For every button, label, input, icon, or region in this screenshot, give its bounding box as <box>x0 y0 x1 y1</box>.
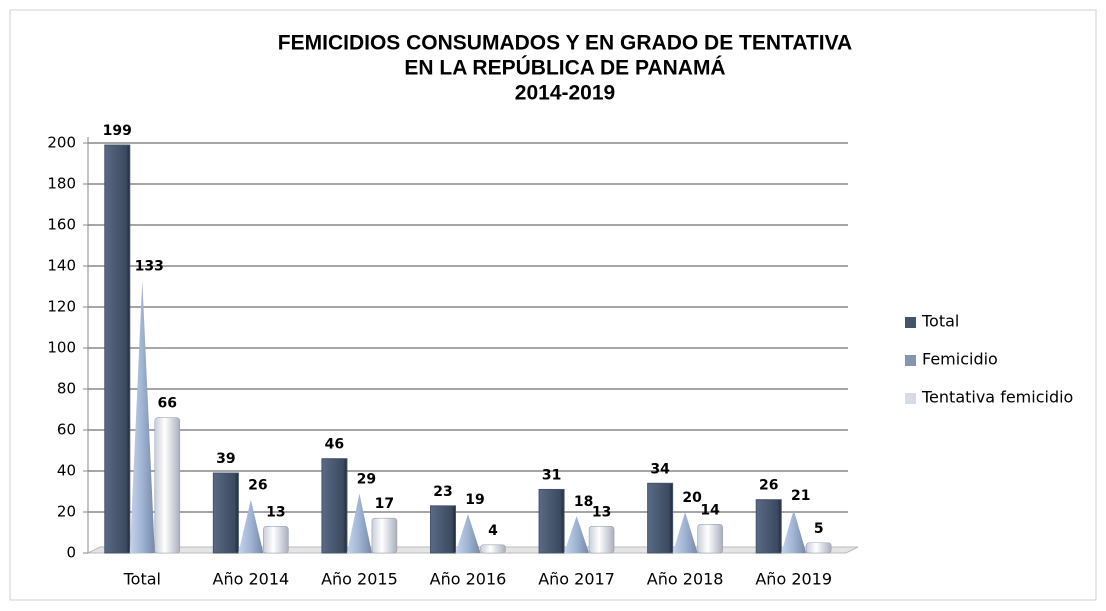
chart-title: 2014-2019 <box>515 82 615 105</box>
cone <box>672 512 698 553</box>
data-label: 26 <box>248 478 267 494</box>
data-label: 133 <box>135 258 164 274</box>
y-tick-label: 120 <box>47 298 76 316</box>
y-tick-label: 200 <box>47 134 76 152</box>
chart-title: EN LA REPÚBLICA DE PANAMÁ <box>404 56 725 80</box>
y-tick-label: 180 <box>47 175 76 193</box>
cylinder <box>154 417 181 554</box>
cone <box>129 280 155 553</box>
x-tick-label: Año 2017 <box>538 570 615 589</box>
legend-swatch <box>905 317 916 328</box>
cone <box>781 509 807 553</box>
cone <box>346 493 372 553</box>
y-tick-label: 0 <box>66 544 76 562</box>
cylinder <box>480 544 506 554</box>
data-label: 31 <box>542 467 561 483</box>
x-tick-label: Año 2015 <box>321 570 398 589</box>
data-label: 13 <box>266 504 285 520</box>
cylinder <box>263 526 289 554</box>
cone <box>455 514 481 553</box>
cone <box>564 516 590 553</box>
data-label: 19 <box>465 492 484 508</box>
data-label: 46 <box>325 437 344 453</box>
chart-title: FEMICIDIOS CONSUMADOS Y EN GRADO DE TENT… <box>278 32 852 55</box>
cone <box>238 499 264 553</box>
x-tick-label: Año 2018 <box>647 570 724 589</box>
data-label: 29 <box>357 472 376 488</box>
y-tick-label: 20 <box>57 503 76 521</box>
x-tick-label: Año 2016 <box>430 570 507 589</box>
data-label: 17 <box>375 496 394 512</box>
bar <box>430 505 456 554</box>
bar <box>212 472 239 554</box>
y-tick-label: 60 <box>57 421 76 439</box>
data-label: 4 <box>488 523 498 539</box>
data-label: 39 <box>216 451 235 467</box>
bar <box>647 482 674 554</box>
bar <box>321 458 348 554</box>
cylinder <box>805 542 832 554</box>
legend-swatch <box>905 393 916 404</box>
y-tick-label: 80 <box>57 380 76 398</box>
y-tick-label: 100 <box>47 339 76 357</box>
bar <box>104 144 131 554</box>
data-label: 23 <box>433 484 452 500</box>
legend-label: Total <box>921 312 959 331</box>
data-label: 14 <box>700 502 720 518</box>
y-tick-label: 160 <box>47 216 76 234</box>
data-label: 26 <box>759 478 778 494</box>
data-label: 199 <box>103 123 132 139</box>
x-tick-label: Total <box>123 570 161 589</box>
data-label: 5 <box>814 521 824 537</box>
data-label: 18 <box>574 494 593 510</box>
legend-label: Tentativa femicidio <box>921 388 1073 407</box>
legend-label: Femicidio <box>922 350 998 369</box>
data-label: 13 <box>592 504 611 520</box>
data-label: 66 <box>158 396 177 412</box>
y-tick-label: 40 <box>57 462 76 480</box>
x-tick-label: Año 2014 <box>213 570 290 589</box>
data-label: 20 <box>682 490 702 506</box>
data-label: 21 <box>791 488 810 504</box>
bar <box>538 488 565 554</box>
cylinder <box>697 523 723 554</box>
x-tick-label: Año 2019 <box>755 570 832 589</box>
bar <box>755 499 782 554</box>
legend-swatch <box>905 355 916 366</box>
cylinder <box>371 517 398 554</box>
cylinder <box>588 526 615 554</box>
y-tick-label: 140 <box>47 257 76 275</box>
data-label: 34 <box>650 461 670 477</box>
